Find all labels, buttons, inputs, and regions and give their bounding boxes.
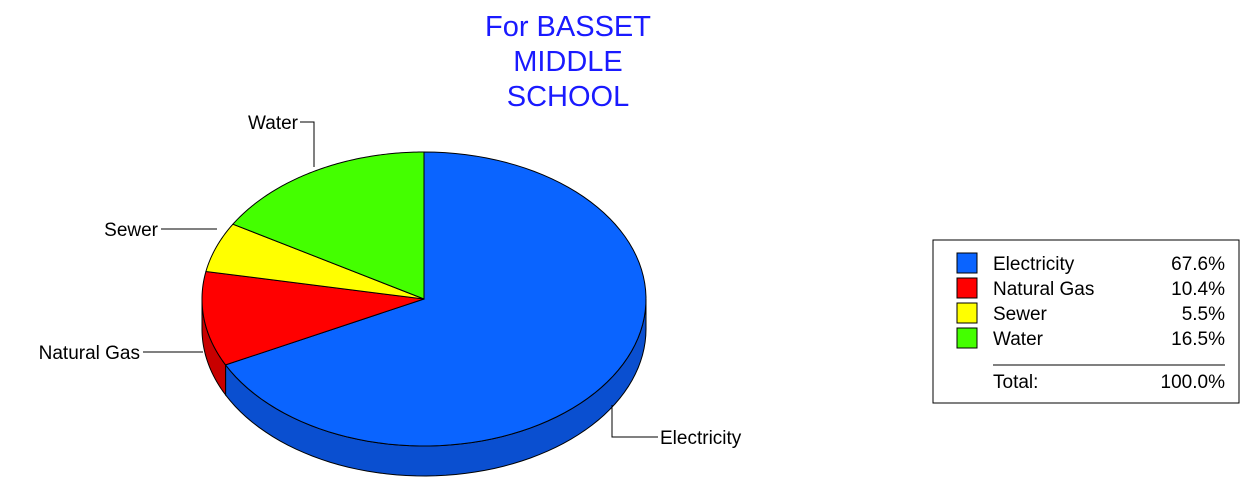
callout-label-natural-gas: Natural Gas <box>39 343 140 364</box>
legend-swatch-water <box>956 327 978 349</box>
chart-title-line: MIDDLE <box>513 46 623 78</box>
legend-swatch-electricity <box>956 252 978 274</box>
legend-total-value: 100.0% <box>1161 372 1226 393</box>
legend-box <box>932 239 1240 404</box>
legend-swatch-natural-gas <box>956 277 978 299</box>
slice-callouts: Electricity Natural Gas Sewer Water <box>39 113 742 449</box>
legend-label-natural-gas: Natural Gas <box>993 279 1094 300</box>
legend-value-sewer: 5.5% <box>1182 304 1225 325</box>
legend-label-sewer: Sewer <box>993 304 1048 325</box>
pie-slice-sewer <box>205 223 425 300</box>
callout-label-water: Water <box>248 113 299 134</box>
pie-slices <box>201 151 647 447</box>
chart-title-line: For BASSET <box>485 11 651 43</box>
legend-swatch-sewer <box>956 302 978 324</box>
pie-slice-natural-gas <box>201 270 425 366</box>
legend-label-water: Water <box>993 329 1044 350</box>
pie-slice-electricity <box>224 151 647 447</box>
pie-slice-water <box>232 151 425 300</box>
leader-line-water <box>300 121 315 167</box>
legend-total-label: Total: <box>993 372 1038 393</box>
legend-value-electricity: 67.6% <box>1171 254 1225 275</box>
legend-label-electricity: Electricity <box>993 254 1075 275</box>
leader-line-electricity <box>611 405 658 438</box>
chart-title-line: SCHOOL <box>507 81 629 113</box>
legend: Electricity 67.6% Natural Gas 10.4% Sewer 5.5… <box>932 239 1240 404</box>
legend-value-water: 16.5% <box>1171 329 1225 350</box>
callout-label-electricity: Electricity <box>660 428 742 449</box>
callout-label-sewer: Sewer <box>104 220 159 241</box>
legend-value-natural-gas: 10.4% <box>1171 279 1225 300</box>
